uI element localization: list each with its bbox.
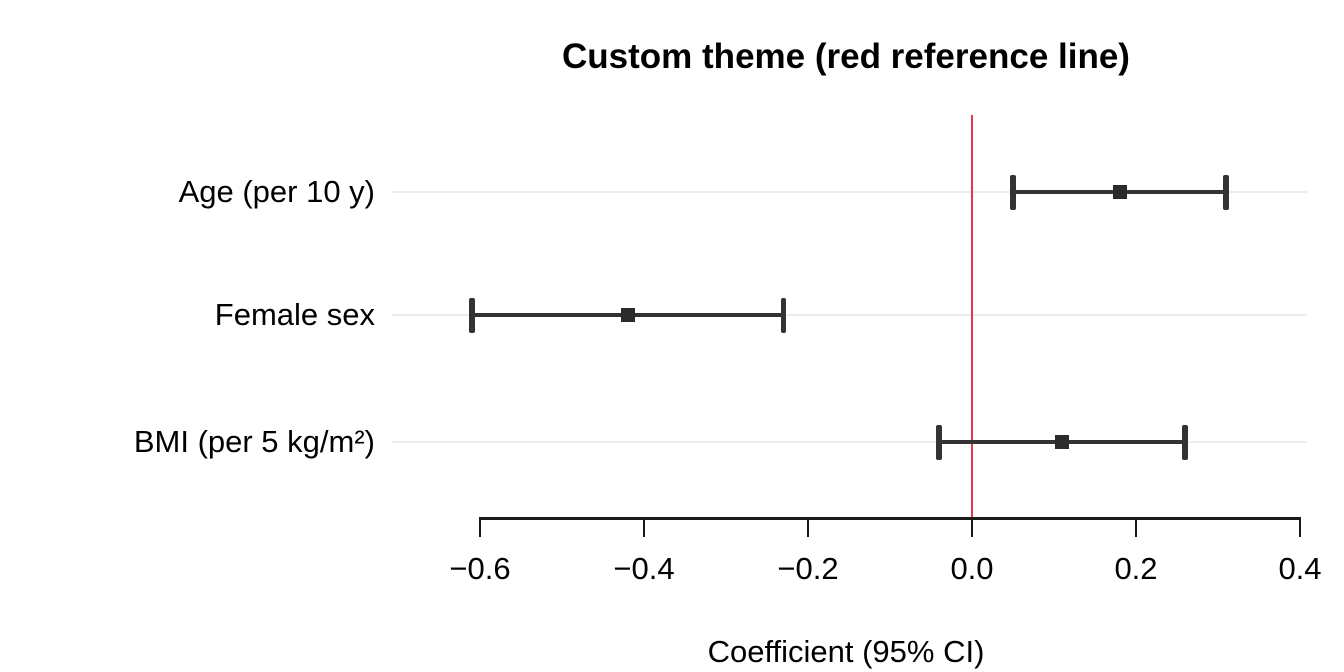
panel-gridline (392, 441, 1307, 443)
ci-cap-low (1010, 174, 1016, 210)
reference-line (970, 115, 974, 517)
x-axis-tick (642, 517, 646, 537)
x-axis-line (478, 517, 1302, 520)
x-axis-tick (1298, 517, 1302, 537)
row-label: BMI (per 5 kg/m²) (133, 424, 375, 459)
x-axis-tick-label: 0.0 (950, 551, 994, 586)
panel-gridline (392, 314, 1307, 316)
ci-cap-high (780, 297, 787, 333)
x-axis-tick (478, 517, 482, 537)
x-axis-tick (806, 517, 810, 537)
x-axis-tick (1134, 517, 1138, 537)
x-axis-tick-label: −0.4 (613, 551, 675, 586)
ci-cap-low (936, 424, 942, 460)
x-axis-tick-label: −0.2 (777, 551, 839, 586)
x-axis-tick-label: 0.2 (1114, 551, 1158, 586)
x-axis-title: Coefficient (95% CI) (707, 634, 985, 669)
row-label: Age (per 10 y) (178, 174, 375, 209)
x-axis-tick (970, 517, 974, 537)
ci-cap-low (469, 297, 475, 333)
ci-cap-high (1223, 174, 1229, 210)
point-estimate-marker (620, 308, 635, 322)
panel-gridline (392, 191, 1307, 193)
point-estimate-marker (1112, 185, 1127, 199)
ci-cap-high (1182, 424, 1188, 460)
point-estimate-marker (1055, 435, 1070, 449)
row-label: Female sex (214, 297, 375, 332)
x-axis-tick-label: 0.4 (1278, 551, 1322, 586)
chart-title: Custom theme (red reference line) (562, 37, 1130, 76)
x-axis-tick-label: −0.6 (449, 551, 511, 586)
